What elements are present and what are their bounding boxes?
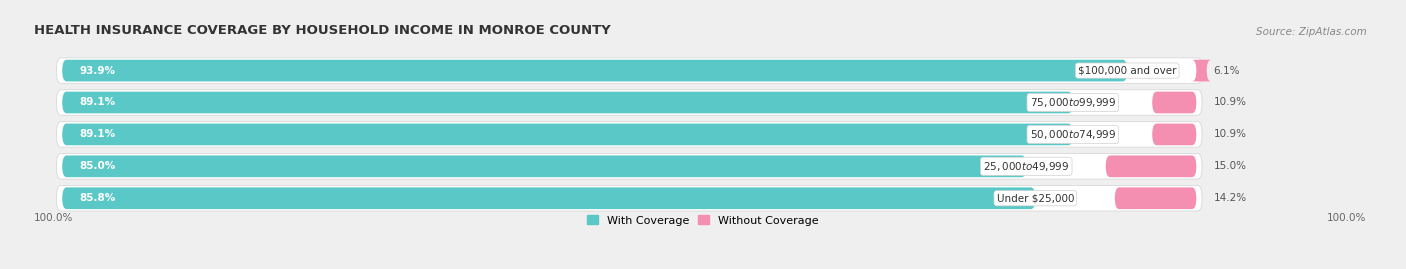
Text: 89.1%: 89.1%	[79, 129, 115, 139]
FancyBboxPatch shape	[1152, 123, 1197, 145]
Text: Source: ZipAtlas.com: Source: ZipAtlas.com	[1256, 27, 1367, 37]
Text: 85.0%: 85.0%	[79, 161, 115, 171]
Text: HEALTH INSURANCE COVERAGE BY HOUSEHOLD INCOME IN MONROE COUNTY: HEALTH INSURANCE COVERAGE BY HOUSEHOLD I…	[34, 24, 610, 37]
Text: 85.8%: 85.8%	[79, 193, 115, 203]
FancyBboxPatch shape	[62, 187, 1035, 209]
FancyBboxPatch shape	[62, 155, 1026, 177]
Text: 10.9%: 10.9%	[1213, 129, 1246, 139]
FancyBboxPatch shape	[56, 122, 1202, 147]
Text: 10.9%: 10.9%	[1213, 97, 1246, 108]
Text: 100.0%: 100.0%	[34, 213, 73, 223]
Text: $100,000 and over: $100,000 and over	[1078, 66, 1177, 76]
FancyBboxPatch shape	[56, 154, 1202, 179]
Legend: With Coverage, Without Coverage: With Coverage, Without Coverage	[582, 211, 824, 230]
FancyBboxPatch shape	[56, 58, 1202, 83]
Text: 100.0%: 100.0%	[1327, 213, 1367, 223]
FancyBboxPatch shape	[1192, 60, 1211, 82]
FancyBboxPatch shape	[56, 90, 1202, 115]
Text: 89.1%: 89.1%	[79, 97, 115, 108]
Text: 14.2%: 14.2%	[1213, 193, 1247, 203]
FancyBboxPatch shape	[62, 60, 1128, 82]
FancyBboxPatch shape	[1105, 155, 1197, 177]
FancyBboxPatch shape	[1115, 187, 1197, 209]
Text: Under $25,000: Under $25,000	[997, 193, 1074, 203]
FancyBboxPatch shape	[56, 185, 1202, 211]
FancyBboxPatch shape	[1152, 92, 1197, 113]
FancyBboxPatch shape	[62, 123, 1073, 145]
Text: 93.9%: 93.9%	[79, 66, 115, 76]
Text: 15.0%: 15.0%	[1213, 161, 1246, 171]
Text: 6.1%: 6.1%	[1213, 66, 1240, 76]
Text: $50,000 to $74,999: $50,000 to $74,999	[1029, 128, 1116, 141]
Text: $75,000 to $99,999: $75,000 to $99,999	[1029, 96, 1116, 109]
Text: $25,000 to $49,999: $25,000 to $49,999	[983, 160, 1070, 173]
FancyBboxPatch shape	[62, 92, 1073, 113]
